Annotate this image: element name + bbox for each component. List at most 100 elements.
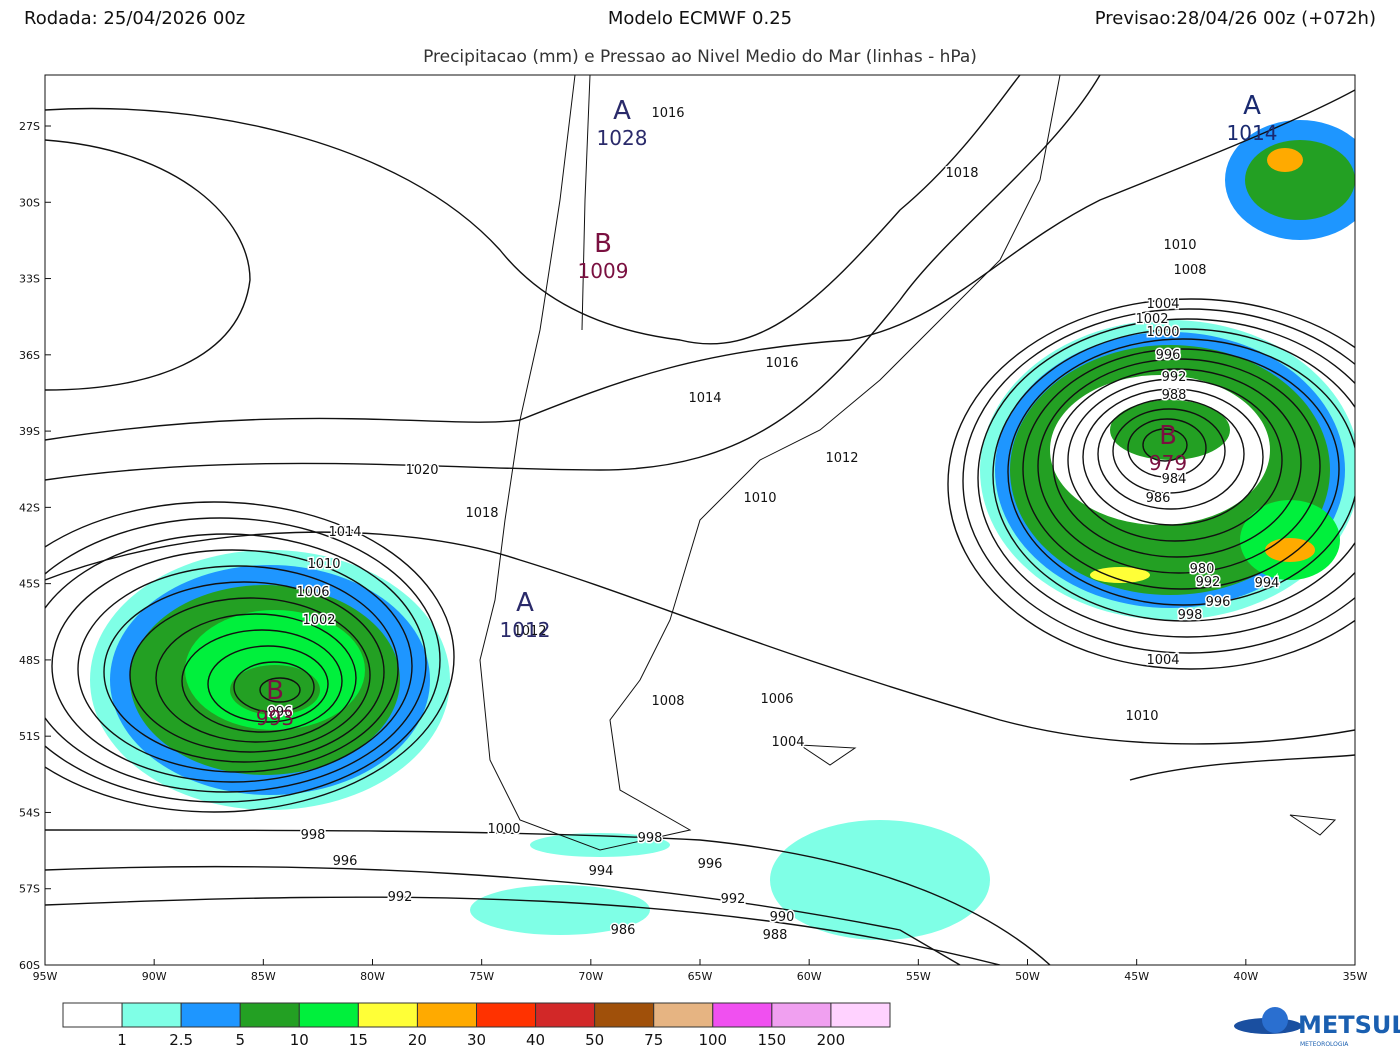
isobar-label: 996	[1156, 348, 1181, 363]
colorbar-label: 10	[290, 1031, 309, 1049]
lat-label: 36S	[19, 349, 40, 362]
center-value: 1012	[500, 618, 551, 642]
colorbar-box	[180, 1002, 241, 1028]
isobar-label: 1012	[513, 624, 546, 639]
isobar-label: 980	[1190, 562, 1215, 577]
isobar-label: 1002	[302, 613, 335, 628]
logo-name: METSUL	[1298, 1011, 1400, 1039]
isobar-ring	[129, 597, 371, 753]
subtitle: Precipitacao (mm) e Pressao ao Nivel Med…	[423, 47, 977, 67]
lat-label: 48S	[19, 654, 40, 667]
isobars	[45, 75, 1355, 965]
lat-label: 51S	[19, 730, 40, 743]
isobar-label: 998	[301, 828, 326, 843]
isobar-ring	[977, 318, 1355, 638]
isobar-label: 1018	[945, 166, 978, 181]
logo-tagline: METEOROLOGIA	[1300, 1041, 1349, 1048]
isobar-label: 1016	[651, 106, 684, 121]
center-letter: B	[266, 676, 284, 706]
isobar-label: 1008	[1173, 263, 1206, 278]
isobar-label: 1006	[296, 585, 329, 600]
colorbar-label: 40	[526, 1031, 545, 1049]
isobar-ring	[962, 308, 1355, 654]
colorbar-box	[298, 1002, 359, 1028]
isobar-ring	[1082, 388, 1264, 526]
model-label: Modelo ECMWF 0.25	[608, 8, 792, 29]
lon-label: 45W	[1124, 970, 1149, 983]
colorbar-label: 100	[698, 1031, 727, 1049]
logo: METSUL METEOROLOGIA	[1234, 1007, 1400, 1048]
isobar-label: 1002	[1135, 312, 1168, 327]
isobar-ring	[181, 629, 343, 733]
isobar-label: 996	[333, 854, 358, 869]
lon-label: 90W	[142, 970, 167, 983]
isobar-ring	[45, 501, 455, 813]
lat-label: 54S	[19, 806, 40, 819]
isobar-label: 1004	[771, 735, 804, 750]
isobar-ring	[1067, 378, 1283, 542]
colorbar-label: 150	[758, 1031, 787, 1049]
colorbar-label: 15	[349, 1031, 368, 1049]
isobar-label: 1012	[825, 451, 858, 466]
isobar-label: 988	[763, 928, 788, 943]
isobar-ring	[947, 298, 1355, 670]
isobar-label: 1010	[1163, 238, 1196, 253]
colorbar-box	[62, 1002, 123, 1028]
center-letter: B	[594, 229, 612, 259]
isobar-ring	[207, 645, 329, 723]
isobar-ring	[992, 328, 1355, 622]
isobar-label: 1008	[651, 694, 684, 709]
isobar-ring	[1127, 418, 1207, 478]
lat-label: 45S	[19, 578, 40, 591]
isobar-label: 1006	[760, 692, 793, 707]
lon-label: 75W	[469, 970, 494, 983]
map-area	[45, 75, 1355, 965]
colorbar-box	[357, 1002, 418, 1028]
isobar-ring	[51, 549, 413, 783]
colorbar-label: 5	[235, 1031, 245, 1049]
isobar-ring	[233, 661, 315, 713]
colorbar-box	[712, 1002, 773, 1028]
isobar-label: 986	[1146, 491, 1171, 506]
isobar-label: 986	[611, 923, 636, 938]
isobar-ring	[155, 613, 357, 743]
isobar-ring	[103, 581, 385, 763]
colorbar-box	[830, 1002, 891, 1028]
colorbar-box	[653, 1002, 714, 1028]
colorbar-box	[771, 1002, 832, 1028]
isobar-ring	[77, 565, 399, 773]
colorbar-label: 50	[585, 1031, 604, 1049]
isobar-ring	[1097, 398, 1245, 510]
isobar-ring	[1037, 358, 1321, 574]
isobar-ring	[1022, 348, 1340, 590]
isobar-ring	[1007, 338, 1355, 606]
coastline	[479, 75, 1337, 851]
isobar-ring	[1142, 428, 1188, 462]
colorbar-label: 75	[644, 1031, 663, 1049]
center-value: 993	[256, 706, 294, 730]
isobar-label: 1010	[743, 491, 776, 506]
isobar-label: 1014	[688, 391, 721, 406]
isobar-label: 988	[1162, 388, 1187, 403]
isobar-label: 994	[1255, 576, 1280, 591]
lat-label: 30S	[19, 196, 40, 209]
lat-label: 33S	[19, 273, 40, 286]
isobar-label: 998	[638, 831, 663, 846]
colorbar-label: 2.5	[169, 1031, 193, 1049]
isobar-ring	[1052, 368, 1302, 558]
center-value: 1014	[1227, 121, 1278, 145]
isobar-label: 990	[770, 910, 795, 925]
colorbar-label: 20	[408, 1031, 427, 1049]
lon-label: 40W	[1233, 970, 1258, 983]
isobar-label: 1000	[487, 822, 520, 837]
isobar-label: 992	[721, 892, 746, 907]
center-letter: A	[516, 588, 534, 618]
lon-label: 70W	[578, 970, 603, 983]
isobar-label: 1000	[1146, 325, 1179, 340]
colorbar-box	[121, 1002, 182, 1028]
lon-label: 80W	[360, 970, 385, 983]
colorbar-box	[535, 1002, 596, 1028]
center-value: 1009	[578, 259, 629, 283]
